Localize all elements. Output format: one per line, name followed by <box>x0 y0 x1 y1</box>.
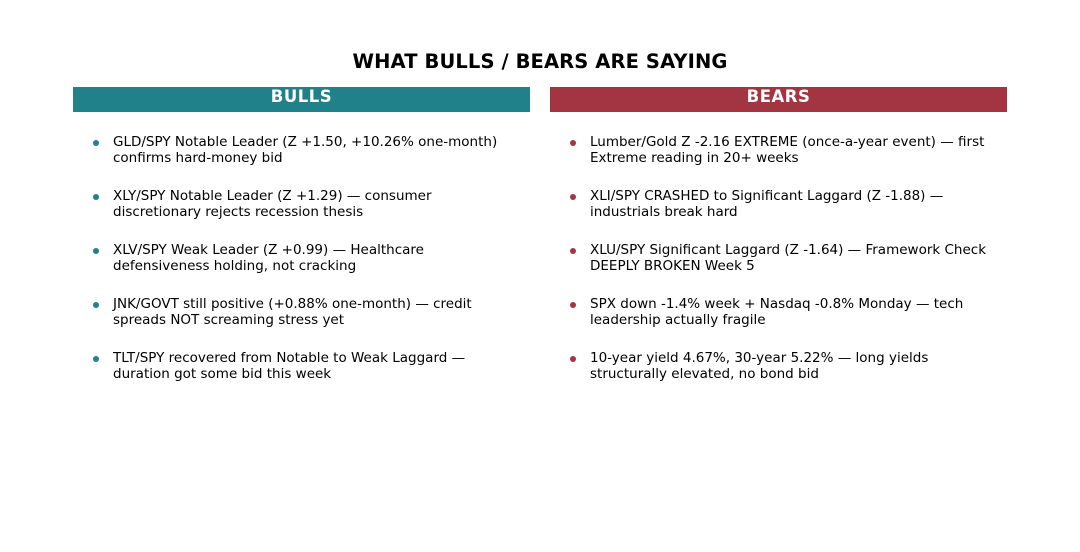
bulls-list-item: XLV/SPY Weak Leader (Z +0.99) — Healthca… <box>73 242 530 297</box>
bears-item-text: XLI/SPY CRASHED to Significant Laggard (… <box>590 188 944 220</box>
bullet-icon <box>93 302 99 308</box>
bulls-list-item: GLD/SPY Notable Leader (Z +1.50, +10.26%… <box>73 134 530 189</box>
bullet-icon <box>570 356 576 362</box>
bears-list-item: SPX down -1.4% week + Nasdaq -0.8% Monda… <box>550 296 1007 351</box>
bears-item-text: SPX down -1.4% week + Nasdaq -0.8% Monda… <box>590 296 964 328</box>
bullet-icon <box>570 248 576 254</box>
bears-list: Lumber/Gold Z -2.16 EXTREME (once-a-year… <box>550 134 1007 405</box>
bulls-list-item: TLT/SPY recovered from Notable to Weak L… <box>73 350 530 405</box>
bears-header: BEARS <box>550 87 1007 112</box>
bulls-list: GLD/SPY Notable Leader (Z +1.50, +10.26%… <box>73 134 530 405</box>
bears-item-text: Lumber/Gold Z -2.16 EXTREME (once-a-year… <box>590 134 985 166</box>
bullet-icon <box>570 302 576 308</box>
bullet-icon <box>93 140 99 146</box>
bulls-list-item: XLY/SPY Notable Leader (Z +1.29) — consu… <box>73 188 530 243</box>
bulls-item-text: XLY/SPY Notable Leader (Z +1.29) — consu… <box>113 188 432 220</box>
bears-list-item: XLI/SPY CRASHED to Significant Laggard (… <box>550 188 1007 243</box>
bears-item-text: XLU/SPY Significant Laggard (Z -1.64) — … <box>590 242 987 274</box>
bulls-item-text: JNK/GOVT still positive (+0.88% one-mont… <box>113 296 472 328</box>
page-title: WHAT BULLS / BEARS ARE SAYING <box>352 50 728 73</box>
bullet-icon <box>93 356 99 362</box>
bears-list-item: Lumber/Gold Z -2.16 EXTREME (once-a-year… <box>550 134 1007 189</box>
bulls-column: BULLS GLD/SPY Notable Leader (Z +1.50, +… <box>73 87 530 405</box>
bullet-icon <box>570 140 576 146</box>
bullet-icon <box>93 194 99 200</box>
bulls-item-text: TLT/SPY recovered from Notable to Weak L… <box>113 350 466 382</box>
bulls-header: BULLS <box>73 87 530 112</box>
bulls-item-text: GLD/SPY Notable Leader (Z +1.50, +10.26%… <box>113 134 498 166</box>
bears-item-text: 10-year yield 4.67%, 30-year 5.22% — lon… <box>590 350 929 382</box>
bullet-icon <box>570 194 576 200</box>
bulls-item-text: XLV/SPY Weak Leader (Z +0.99) — Healthca… <box>113 242 424 274</box>
bullet-icon <box>93 248 99 254</box>
bulls-list-item: JNK/GOVT still positive (+0.88% one-mont… <box>73 296 530 351</box>
bears-column: BEARS Lumber/Gold Z -2.16 EXTREME (once-… <box>550 87 1007 405</box>
bears-list-item: 10-year yield 4.67%, 30-year 5.22% — lon… <box>550 350 1007 405</box>
bears-list-item: XLU/SPY Significant Laggard (Z -1.64) — … <box>550 242 1007 297</box>
